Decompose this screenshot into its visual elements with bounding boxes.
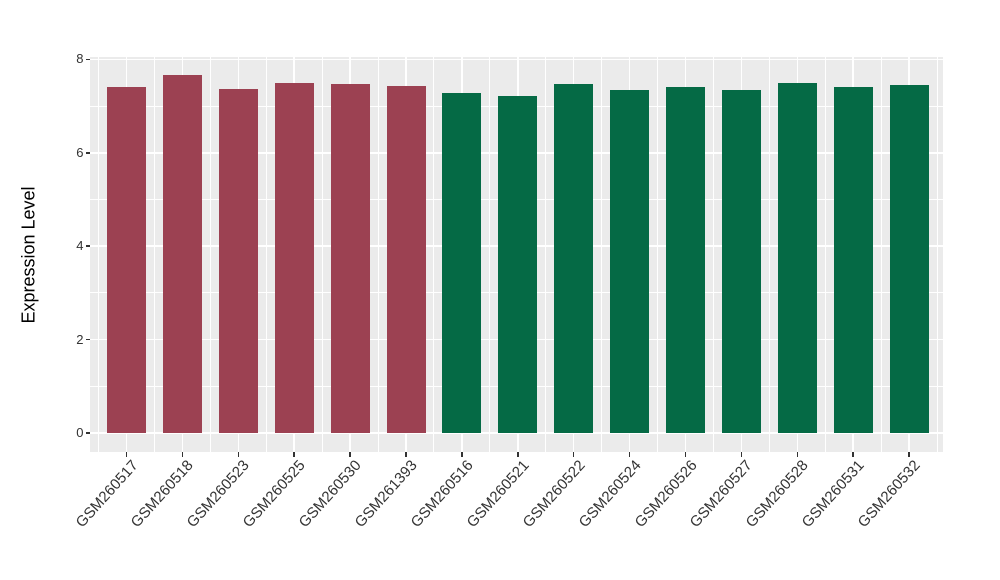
x-tick: [740, 452, 743, 457]
bar-GSM260524: [610, 89, 650, 433]
x-tick: [796, 452, 799, 457]
y-tick: [85, 58, 90, 61]
y-axis-title: Expression Level: [18, 185, 39, 324]
x-tick: [125, 452, 128, 457]
bar-GSM260516: [442, 93, 482, 433]
gridline-minor-x: [712, 57, 714, 452]
bar-GSM260532: [889, 85, 929, 433]
x-tick: [852, 452, 854, 457]
bar-GSM260528: [777, 82, 817, 433]
gridline-minor-x: [433, 57, 435, 452]
gridline-minor-x: [768, 57, 770, 452]
x-tick: [908, 452, 910, 457]
bar-GSM260518: [162, 75, 202, 433]
y-tick: [85, 338, 90, 341]
bar-GSM260521: [498, 95, 538, 433]
gridline-minor-x: [601, 57, 603, 452]
gridline-minor-x: [824, 57, 826, 452]
y-tick-label: 4: [76, 238, 84, 254]
bar-GSM261393: [386, 86, 426, 433]
bar-GSM260525: [274, 82, 314, 433]
gridline-minor-x: [545, 57, 547, 452]
y-tick: [85, 245, 90, 247]
x-tick: [628, 452, 631, 457]
y-tick-label: 0: [76, 425, 84, 440]
y-tick-label: 2: [76, 331, 84, 347]
bar-GSM260530: [330, 83, 370, 433]
gridline-minor-x: [209, 57, 211, 452]
gridline-minor-x: [265, 57, 267, 452]
x-tick: [293, 452, 295, 457]
gridline-major-y: [90, 58, 943, 61]
bar-GSM260526: [666, 87, 705, 433]
bar-GSM260517: [107, 87, 146, 433]
bar-GSM260531: [833, 87, 873, 433]
x-tick: [572, 452, 575, 457]
gridline-minor-x: [321, 57, 323, 452]
y-tick: [85, 152, 90, 154]
bar-GSM260522: [554, 83, 594, 433]
x-tick: [237, 452, 240, 457]
x-tick: [684, 452, 687, 457]
gridline-minor-x: [377, 57, 379, 452]
gridline-minor-x: [489, 57, 491, 452]
y-tick-label: 8: [76, 51, 84, 67]
bar-GSM260527: [721, 89, 761, 433]
x-tick: [181, 452, 184, 457]
y-tick: [85, 432, 90, 434]
plot-panel: [90, 57, 943, 452]
x-tick: [405, 452, 407, 457]
gridline-minor-x: [880, 57, 882, 452]
gridline-minor-x: [98, 57, 100, 452]
gridline-minor-x: [657, 57, 659, 452]
x-tick: [517, 452, 519, 457]
x-tick: [461, 452, 463, 457]
x-tick: [349, 452, 351, 457]
gridline-major-y: [90, 432, 943, 434]
gridline-minor-x: [936, 57, 938, 452]
gridline-minor-x: [153, 57, 155, 452]
bar-GSM260523: [218, 89, 258, 433]
y-tick-label: 6: [76, 144, 84, 160]
